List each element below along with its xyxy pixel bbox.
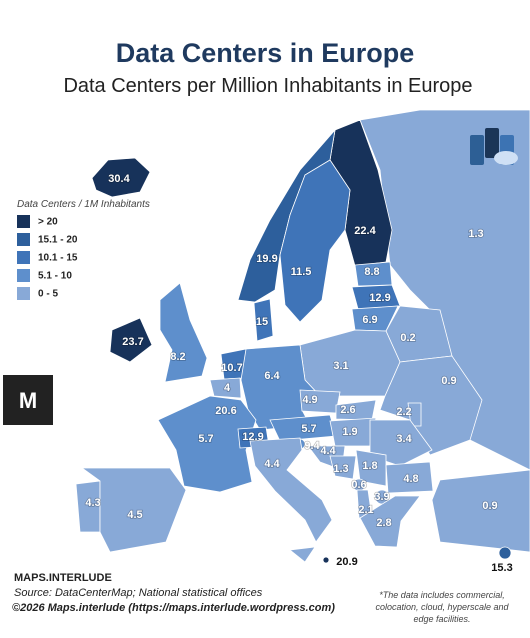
legend-swatch — [17, 233, 30, 246]
country-value: 0.2 — [400, 332, 415, 344]
legend-label: > 20 — [38, 217, 58, 228]
country — [299, 329, 401, 397]
country-value: 0.9 — [441, 375, 456, 387]
country-value: 22.4 — [354, 225, 376, 237]
legend-label: 0 - 5 — [38, 289, 58, 300]
country-value: 3.1 — [333, 360, 348, 372]
country-value: 4.8 — [403, 473, 418, 485]
country-value: 20.6 — [215, 405, 236, 417]
country — [109, 317, 153, 363]
legend-label: 5.1 - 10 — [38, 271, 72, 282]
country — [379, 355, 483, 456]
country-value: 8.8 — [364, 266, 379, 278]
logo-box — [3, 375, 53, 425]
country — [407, 402, 422, 427]
country — [385, 461, 434, 494]
legend: > 20 15.1 - 20 10.1 - 15 5.1 - 10 0 - 5 — [17, 215, 78, 300]
source: Source: DataCenterMap; National statisti… — [14, 587, 263, 599]
country-value: 9.4 — [304, 440, 320, 452]
country-value: 12.9 — [369, 292, 390, 304]
country-value: 2.1 — [358, 504, 373, 516]
note: *The data includes commercial, — [379, 590, 505, 600]
country-value: 4.9 — [302, 394, 317, 406]
country-value: 2.8 — [376, 517, 391, 529]
country-value: 4 — [224, 382, 231, 394]
country-value: 1.8 — [362, 460, 377, 472]
country-value: 3.4 — [396, 433, 412, 445]
countries — [75, 109, 530, 564]
country — [91, 157, 151, 198]
country — [322, 556, 330, 564]
country-labels: 1.3 30.4 22.4 19.9 11.5 8.8 12.9 6.9 23.7 8.2 15 0.… — [85, 172, 513, 574]
legend-swatch — [17, 287, 30, 300]
country-value: 4.4 — [264, 458, 280, 470]
country-value: 2.6 — [340, 404, 355, 416]
server-icon — [470, 128, 518, 165]
subtitle: Data Centers per Million Inhabitants in … — [63, 75, 472, 97]
country-value: 20.9 — [336, 556, 357, 568]
country-value: 1.3 — [333, 463, 348, 475]
country-value: 3.9 — [374, 491, 389, 503]
legend-label: 15.1 - 20 — [38, 235, 78, 246]
country-value: 6.4 — [264, 370, 280, 382]
country-value: 15.3 — [491, 562, 512, 574]
country-value: 1.9 — [342, 426, 357, 438]
country-value: 19.9 — [256, 253, 277, 265]
country — [329, 455, 357, 480]
country — [209, 377, 242, 399]
country-value: 2.2 — [396, 406, 411, 418]
note: colocation, cloud, hyperscale and — [375, 602, 509, 612]
legend-swatch — [17, 269, 30, 282]
country-value: 15 — [256, 316, 268, 328]
country-value: 6.9 — [362, 314, 377, 326]
country-value: 4.4 — [320, 445, 336, 457]
title: Data Centers in Europe — [116, 38, 415, 68]
copyright: ©2026 Maps.interlude (https://maps.inter… — [12, 602, 335, 614]
country-value: 10.7 — [221, 362, 242, 374]
country — [359, 495, 421, 548]
legend-label: 10.1 - 15 — [38, 253, 78, 264]
country-value: 8.2 — [170, 351, 185, 363]
country — [279, 159, 351, 323]
note: edge facilities. — [413, 614, 470, 624]
legend-swatch — [17, 215, 30, 228]
country-value: 11.5 — [291, 266, 312, 278]
country-value: 30.4 — [108, 173, 130, 185]
legend-title: Data Centers / 1M Inhabitants — [17, 199, 150, 210]
legend-swatch — [17, 251, 30, 264]
country-value: 23.7 — [122, 336, 143, 348]
country — [80, 467, 187, 553]
country — [431, 469, 530, 553]
country-value: 5.7 — [198, 433, 213, 445]
country-value: 12.9 — [242, 431, 263, 443]
country-value: 4.5 — [127, 509, 142, 521]
country-value: 4.3 — [85, 497, 100, 509]
country — [157, 395, 257, 493]
country — [253, 298, 274, 342]
country-value: 0.9 — [482, 500, 497, 512]
country-value: 5.7 — [301, 423, 316, 435]
country-value: 1.3 — [468, 228, 483, 240]
country — [498, 546, 512, 560]
country — [249, 437, 333, 563]
country — [355, 449, 387, 487]
country — [159, 282, 208, 383]
logo-letter: M — [19, 388, 37, 413]
country — [369, 419, 433, 467]
brand: MAPS.INTERLUDE — [14, 572, 112, 584]
country-value: 0.6 — [351, 479, 366, 491]
